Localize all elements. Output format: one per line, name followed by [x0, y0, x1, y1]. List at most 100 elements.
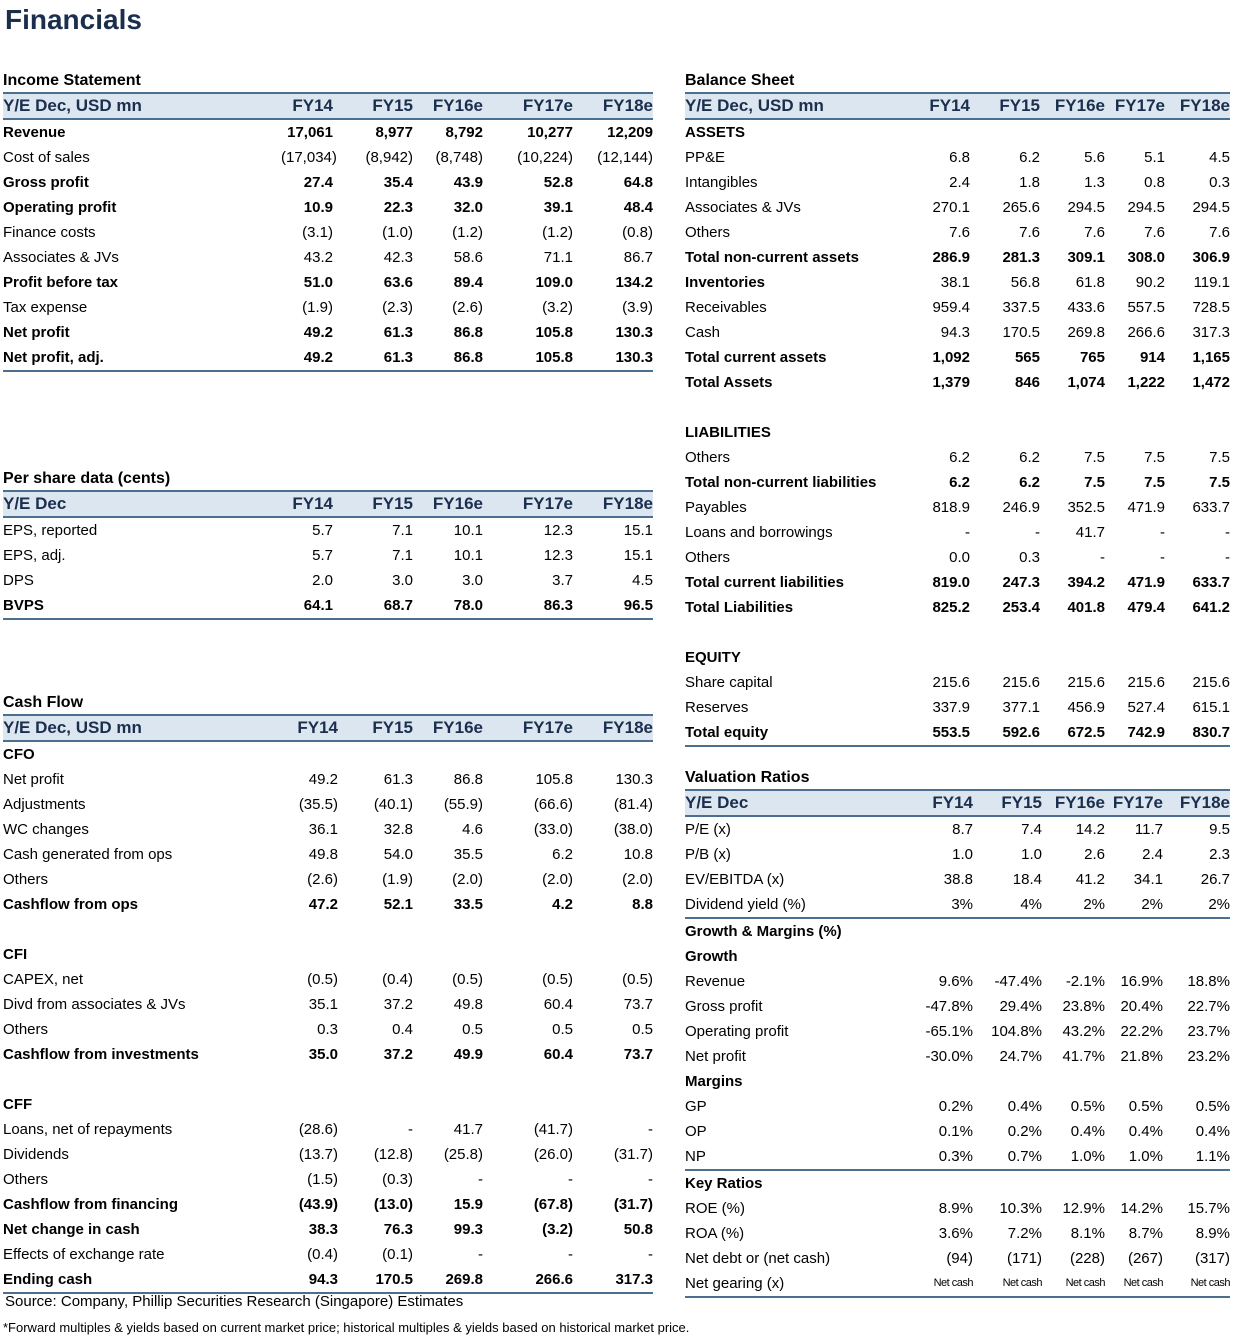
row-value: 20.4%	[1120, 998, 1163, 1015]
header-year: FY14	[297, 718, 338, 737]
header-year: FY18e	[1179, 793, 1230, 812]
row-value: 17,061	[287, 124, 333, 141]
pershare-table: Y/E Dec FY14 FY15 FY16e FY17e FY18e EPS, repor…	[3, 490, 653, 620]
row-value: 43.2%	[1062, 1023, 1105, 1040]
header-year: FY16e	[1054, 793, 1105, 812]
header-label: Y/E Dec, USD mn	[3, 718, 142, 737]
income-statement-section: Income Statement Y/E Dec, USD mn FY14 FY15…	[3, 67, 653, 372]
row-value: 8.9%	[1195, 1225, 1230, 1242]
row-value: 471.9	[1127, 574, 1165, 591]
header-year: FY15	[372, 494, 413, 513]
row-label: Total non-current liabilities	[685, 474, 877, 491]
row-value: (1.5)	[307, 1171, 338, 1188]
row-value: 1,074	[1067, 374, 1105, 391]
row-value: 1.1%	[1195, 1148, 1230, 1165]
row-label	[3, 917, 281, 942]
table-row: ASSETS	[685, 120, 1230, 145]
row-value: -47.8%	[925, 998, 973, 1015]
footnote: *Forward multiples & yields based on cur…	[3, 1320, 690, 1335]
row-label: Cash generated from ops	[3, 846, 173, 863]
row-value: (267)	[1127, 1250, 1163, 1267]
row-value: 7.1	[392, 547, 413, 564]
row-value: 29.4%	[999, 998, 1042, 1015]
table-row: Others 0.0 0.3 - - -	[685, 545, 1230, 570]
row-value: 76.3	[383, 1221, 413, 1238]
row-value: 6.2	[949, 474, 970, 491]
row-value: 281.3	[1002, 249, 1040, 266]
row-value	[1165, 395, 1230, 420]
row-value	[281, 1092, 338, 1117]
row-value: 8,792	[445, 124, 483, 141]
table-row: Reserves 337.9 377.1 456.9 527.4 615.1	[685, 695, 1230, 720]
row-value: 1.3	[1084, 174, 1105, 191]
row-value: 8,977	[375, 124, 413, 141]
row-value: (35.5)	[298, 796, 338, 813]
row-value: 22.2%	[1120, 1023, 1163, 1040]
row-value: 2.4	[949, 174, 970, 191]
row-value: 0.0	[949, 549, 970, 566]
row-label: Others	[3, 1021, 49, 1038]
row-value: 15.1	[623, 547, 653, 564]
table-row: DPS 2.0 3.0 3.0 3.7 4.5	[3, 568, 653, 593]
table-row: Growth & Margins (%)	[685, 919, 1230, 944]
table-row: Tax expense (1.9) (2.3) (2.6) (3.2) (3.9)	[3, 295, 653, 320]
row-label: Total equity	[685, 724, 769, 741]
row-value: (8,748)	[435, 149, 483, 166]
row-value	[338, 917, 413, 942]
row-value: 10.3%	[999, 1200, 1042, 1217]
row-value: (3.2)	[542, 299, 573, 316]
row-value: 27.4	[303, 174, 333, 191]
row-value: 23.7%	[1187, 1023, 1230, 1040]
row-value	[1165, 120, 1230, 145]
row-value: (0.8)	[622, 224, 653, 241]
row-value: 265.6	[1002, 199, 1040, 216]
row-value	[483, 742, 573, 767]
row-label: DPS	[3, 572, 34, 589]
row-value: 959.4	[932, 299, 970, 316]
cash-flow-title: Cash Flow	[3, 694, 84, 711]
row-value: 94.3	[940, 324, 970, 341]
row-label	[3, 1067, 281, 1092]
row-label: Revenue	[685, 973, 746, 990]
row-label: Gross profit	[685, 998, 763, 1015]
row-value: 49.9	[453, 1046, 483, 1063]
header-label: Y/E Dec, USD mn	[685, 96, 824, 115]
row-label: Gross profit	[3, 174, 89, 191]
row-value: (1.9)	[302, 299, 333, 316]
row-label: PP&E	[685, 149, 726, 166]
table-row: Total non-current liabilities 6.2 6.2 7.5 7.…	[685, 470, 1230, 495]
table-row: Others 0.3 0.4 0.5 0.5 0.5	[3, 1017, 653, 1042]
row-value: 294.5	[1127, 199, 1165, 216]
row-label: EPS, reported	[3, 522, 98, 539]
table-row: Net profit, adj. 49.2 61.3 86.8 105.8 130.3	[3, 345, 653, 372]
header-year: FY18e	[1179, 96, 1230, 115]
row-value: 6.2	[1019, 149, 1040, 166]
row-value: (28.6)	[298, 1121, 338, 1138]
row-value: 7.6	[1209, 224, 1230, 241]
row-label: Dividend yield (%)	[685, 896, 806, 913]
row-value: 0.5	[632, 1021, 653, 1038]
row-label: ASSETS	[685, 124, 746, 141]
row-value: (67.8)	[533, 1196, 573, 1213]
row-value: 35.5	[453, 846, 483, 863]
table-row: EV/EBITDA (x) 38.8 18.4 41.2 34.1 26.7	[685, 867, 1230, 892]
table-row: EQUITY	[685, 645, 1230, 670]
row-value	[1105, 620, 1165, 645]
table-row: Total current liabilities 819.0 247.3 394.2…	[685, 570, 1230, 595]
row-value: 7.5	[1209, 474, 1230, 491]
row-label: Cashflow from financing	[3, 1196, 179, 1213]
table-row: Revenue 9.6% -47.4% -2.1% 16.9% 18.8%	[685, 969, 1230, 994]
row-value: 36.1	[308, 821, 338, 838]
row-label: Net gearing (x)	[685, 1275, 785, 1292]
row-value: (13.7)	[298, 1146, 338, 1163]
table-row: Growth	[685, 944, 1230, 969]
row-value: 43.9	[453, 174, 483, 191]
row-value: 0.5	[552, 1021, 573, 1038]
row-value: 41.7	[453, 1121, 483, 1138]
row-value: 6.8	[949, 149, 970, 166]
row-value: 86.8	[453, 324, 483, 341]
row-label: EV/EBITDA (x)	[685, 871, 785, 888]
row-value: 11.7	[1134, 821, 1163, 838]
row-value: 12.9%	[1062, 1200, 1105, 1217]
row-value: 52.8	[543, 174, 573, 191]
